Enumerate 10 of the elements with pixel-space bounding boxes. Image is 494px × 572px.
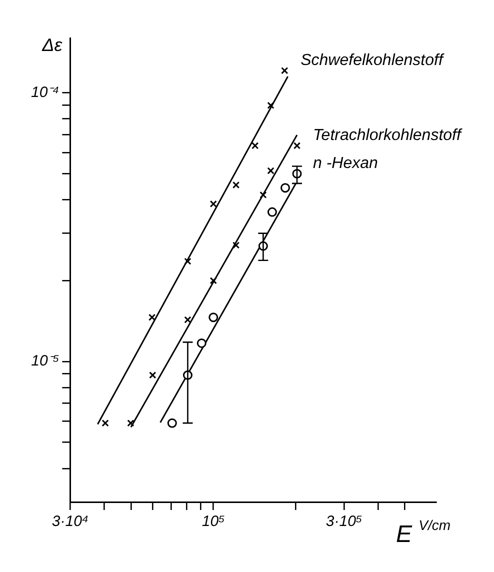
series-label: Tetrachlorkohlenstoff: [313, 127, 462, 144]
series-label: n -Hexan: [313, 155, 378, 172]
y-tick-label: 10⁻⁴: [30, 84, 60, 102]
x-axis-title: E V/cm: [396, 517, 451, 548]
series-label: Schwefelkohlenstoff: [300, 52, 444, 70]
x-tick-label: 3·10⁴: [52, 513, 88, 530]
y-axis-title: Δε: [41, 35, 64, 55]
x-tick-label: 3·10⁵: [326, 513, 362, 530]
x-tick-label: 10⁵: [202, 513, 225, 530]
y-tick-label: 10⁻⁵: [31, 352, 60, 370]
